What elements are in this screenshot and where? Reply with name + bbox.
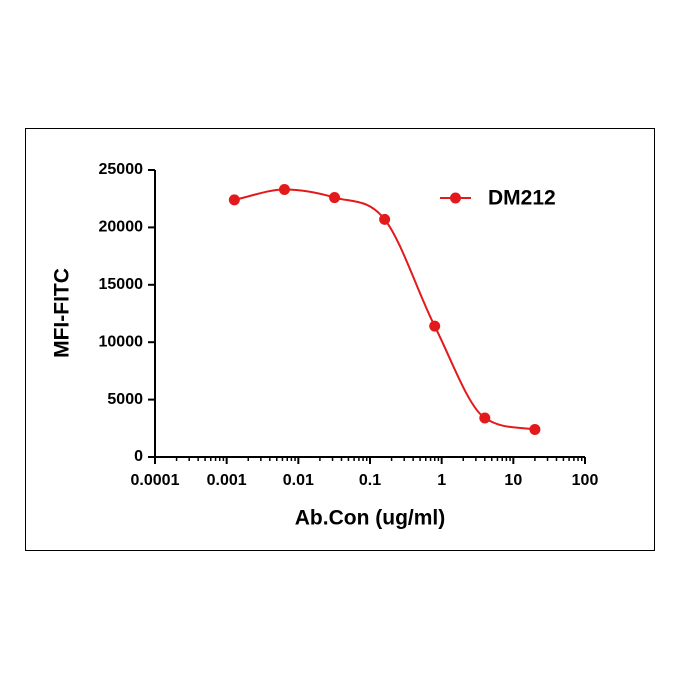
- point: [228, 194, 240, 206]
- point: [379, 213, 391, 225]
- x-tick-label: 1: [437, 472, 446, 489]
- point: [278, 184, 290, 196]
- x-tick-label: 10: [504, 472, 522, 489]
- y-tick-label: 5000: [107, 391, 143, 408]
- point: [479, 412, 491, 424]
- y-axis-title: MFI-FITC: [51, 268, 74, 358]
- y-tick-label: 15000: [99, 276, 144, 293]
- x-tick-label: 100: [572, 472, 599, 489]
- x-tick-label: 0.01: [283, 472, 314, 489]
- legend-marker: [450, 192, 461, 204]
- y-tick-label: 0: [134, 448, 143, 465]
- y-tick-label: 25000: [99, 161, 144, 178]
- point: [429, 320, 441, 332]
- point: [329, 192, 341, 204]
- x-tick-label: 0.1: [359, 472, 381, 489]
- legend-text: DM212: [488, 187, 556, 210]
- x-tick-label: 0.001: [207, 472, 247, 489]
- y-tick-label: 10000: [99, 333, 144, 350]
- y-tick-label: 20000: [99, 219, 144, 236]
- point: [529, 423, 541, 435]
- frame: [25, 128, 655, 551]
- x-tick-label: 0.0001: [131, 472, 180, 489]
- fit-line: [234, 188, 536, 431]
- x-axis-title: Ab.Con (ug/ml): [295, 507, 445, 530]
